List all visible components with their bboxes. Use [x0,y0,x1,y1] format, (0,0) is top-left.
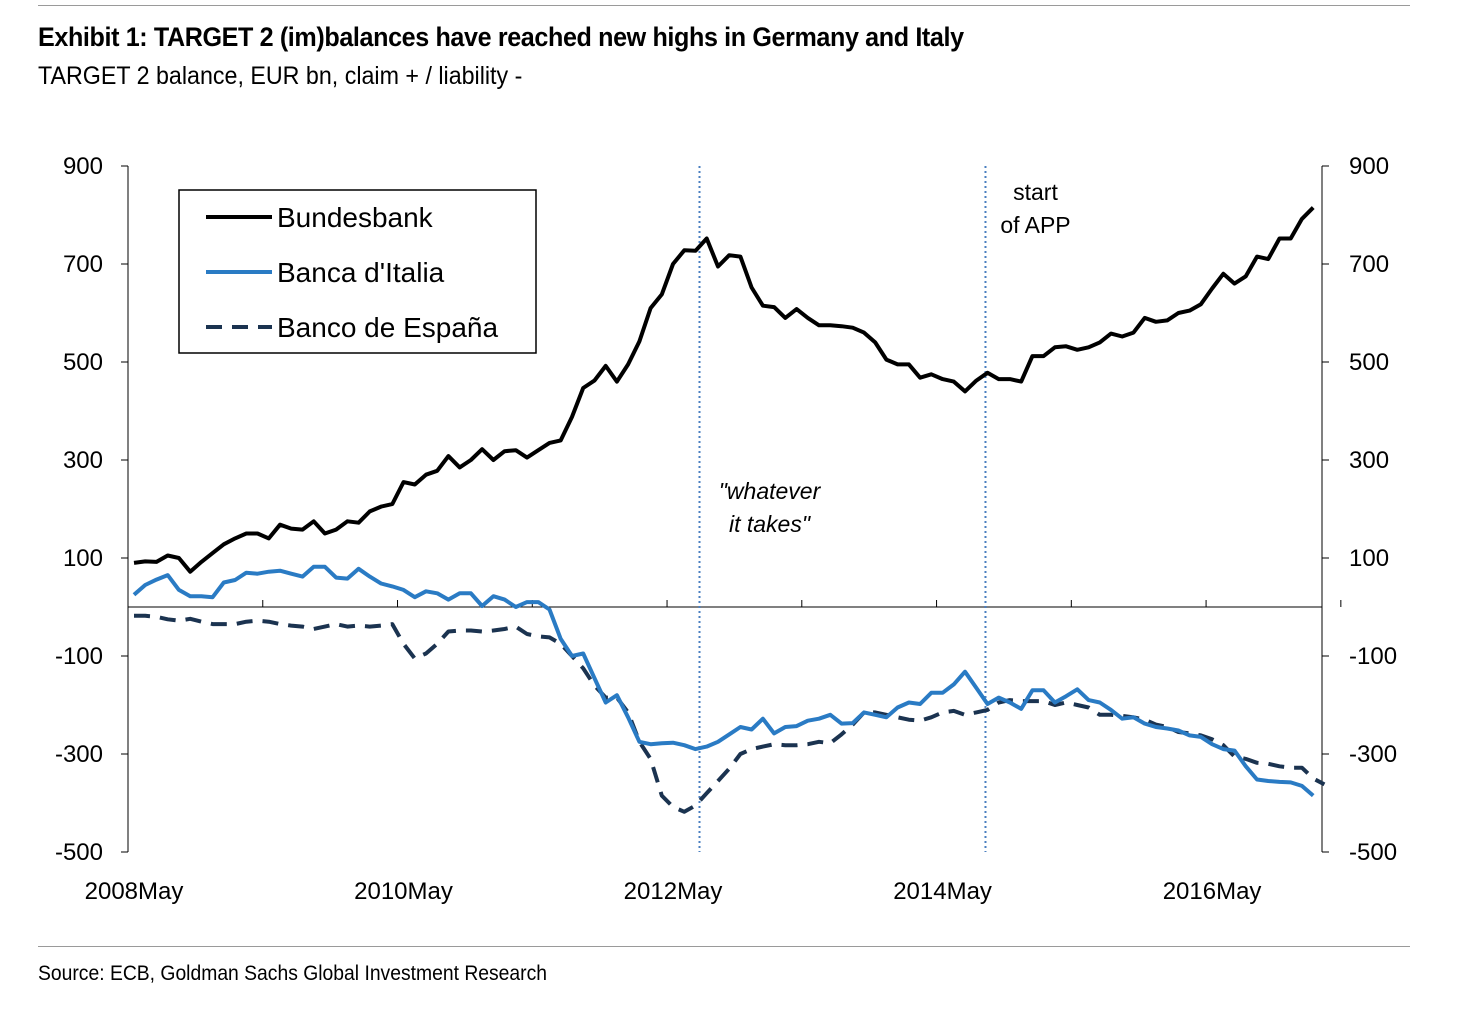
right-y-tick-label: 300 [1349,447,1389,474]
event-label: of APP [1000,212,1070,238]
left-y-tick-label: -500 [55,839,103,866]
bottom-divider [38,946,1410,947]
series-line-banco-espana [134,613,1326,814]
legend-label: Banca d'Italia [277,257,445,288]
left-y-tick-label: 300 [63,447,103,474]
right-y-tick-label: -500 [1349,839,1397,866]
event-label: "whatever [719,478,822,504]
chart: 900 900 700 700 500 500 300 300 100 100 -100 -100 -3… [55,153,1397,905]
x-tick-label: 2016May [1163,878,1262,905]
right-y-tick-label: 700 [1349,251,1389,278]
axes: 900 900 700 700 500 500 300 300 100 100 -100 -100 -3… [55,153,1397,905]
legend-label: Banco de España [277,312,498,343]
left-y-tick-label: 900 [63,153,103,180]
top-divider [38,5,1410,6]
left-y-tick-label: 700 [63,251,103,278]
series-line-banca-italia [132,564,1315,798]
x-tick-label: 2012May [624,878,723,905]
chart-subtitle: TARGET 2 balance, EUR bn, claim + / liab… [38,62,523,90]
legend-label: Bundesbank [277,202,434,233]
right-y-tick-label: 900 [1349,153,1389,180]
chart-title: Exhibit 1: TARGET 2 (im)balances have re… [38,22,964,52]
right-y-tick-label: -100 [1349,643,1397,670]
event-markers: "whatever it takes" start of APP [698,166,1071,852]
right-y-tick-label: -300 [1349,741,1397,768]
left-y-tick-label: 100 [63,545,103,572]
source-note: Source: ECB, Goldman Sachs Global Invest… [38,962,548,985]
event-label: it takes" [729,511,812,537]
event-label: start [1013,179,1058,205]
right-y-tick-label: 100 [1349,545,1389,572]
series-line-bundesbank [133,206,1315,574]
x-tick-label: 2008May [85,878,184,905]
series-group [132,206,1326,814]
legend: Bundesbank Banca d'Italia Banco de España [178,189,537,354]
left-y-tick-label: -100 [55,643,103,670]
x-tick-label: 2010May [354,878,453,905]
left-y-tick-label: -300 [55,741,103,768]
left-y-tick-label: 500 [63,349,103,376]
x-tick-label: 2014May [893,878,992,905]
right-y-tick-label: 500 [1349,349,1389,376]
